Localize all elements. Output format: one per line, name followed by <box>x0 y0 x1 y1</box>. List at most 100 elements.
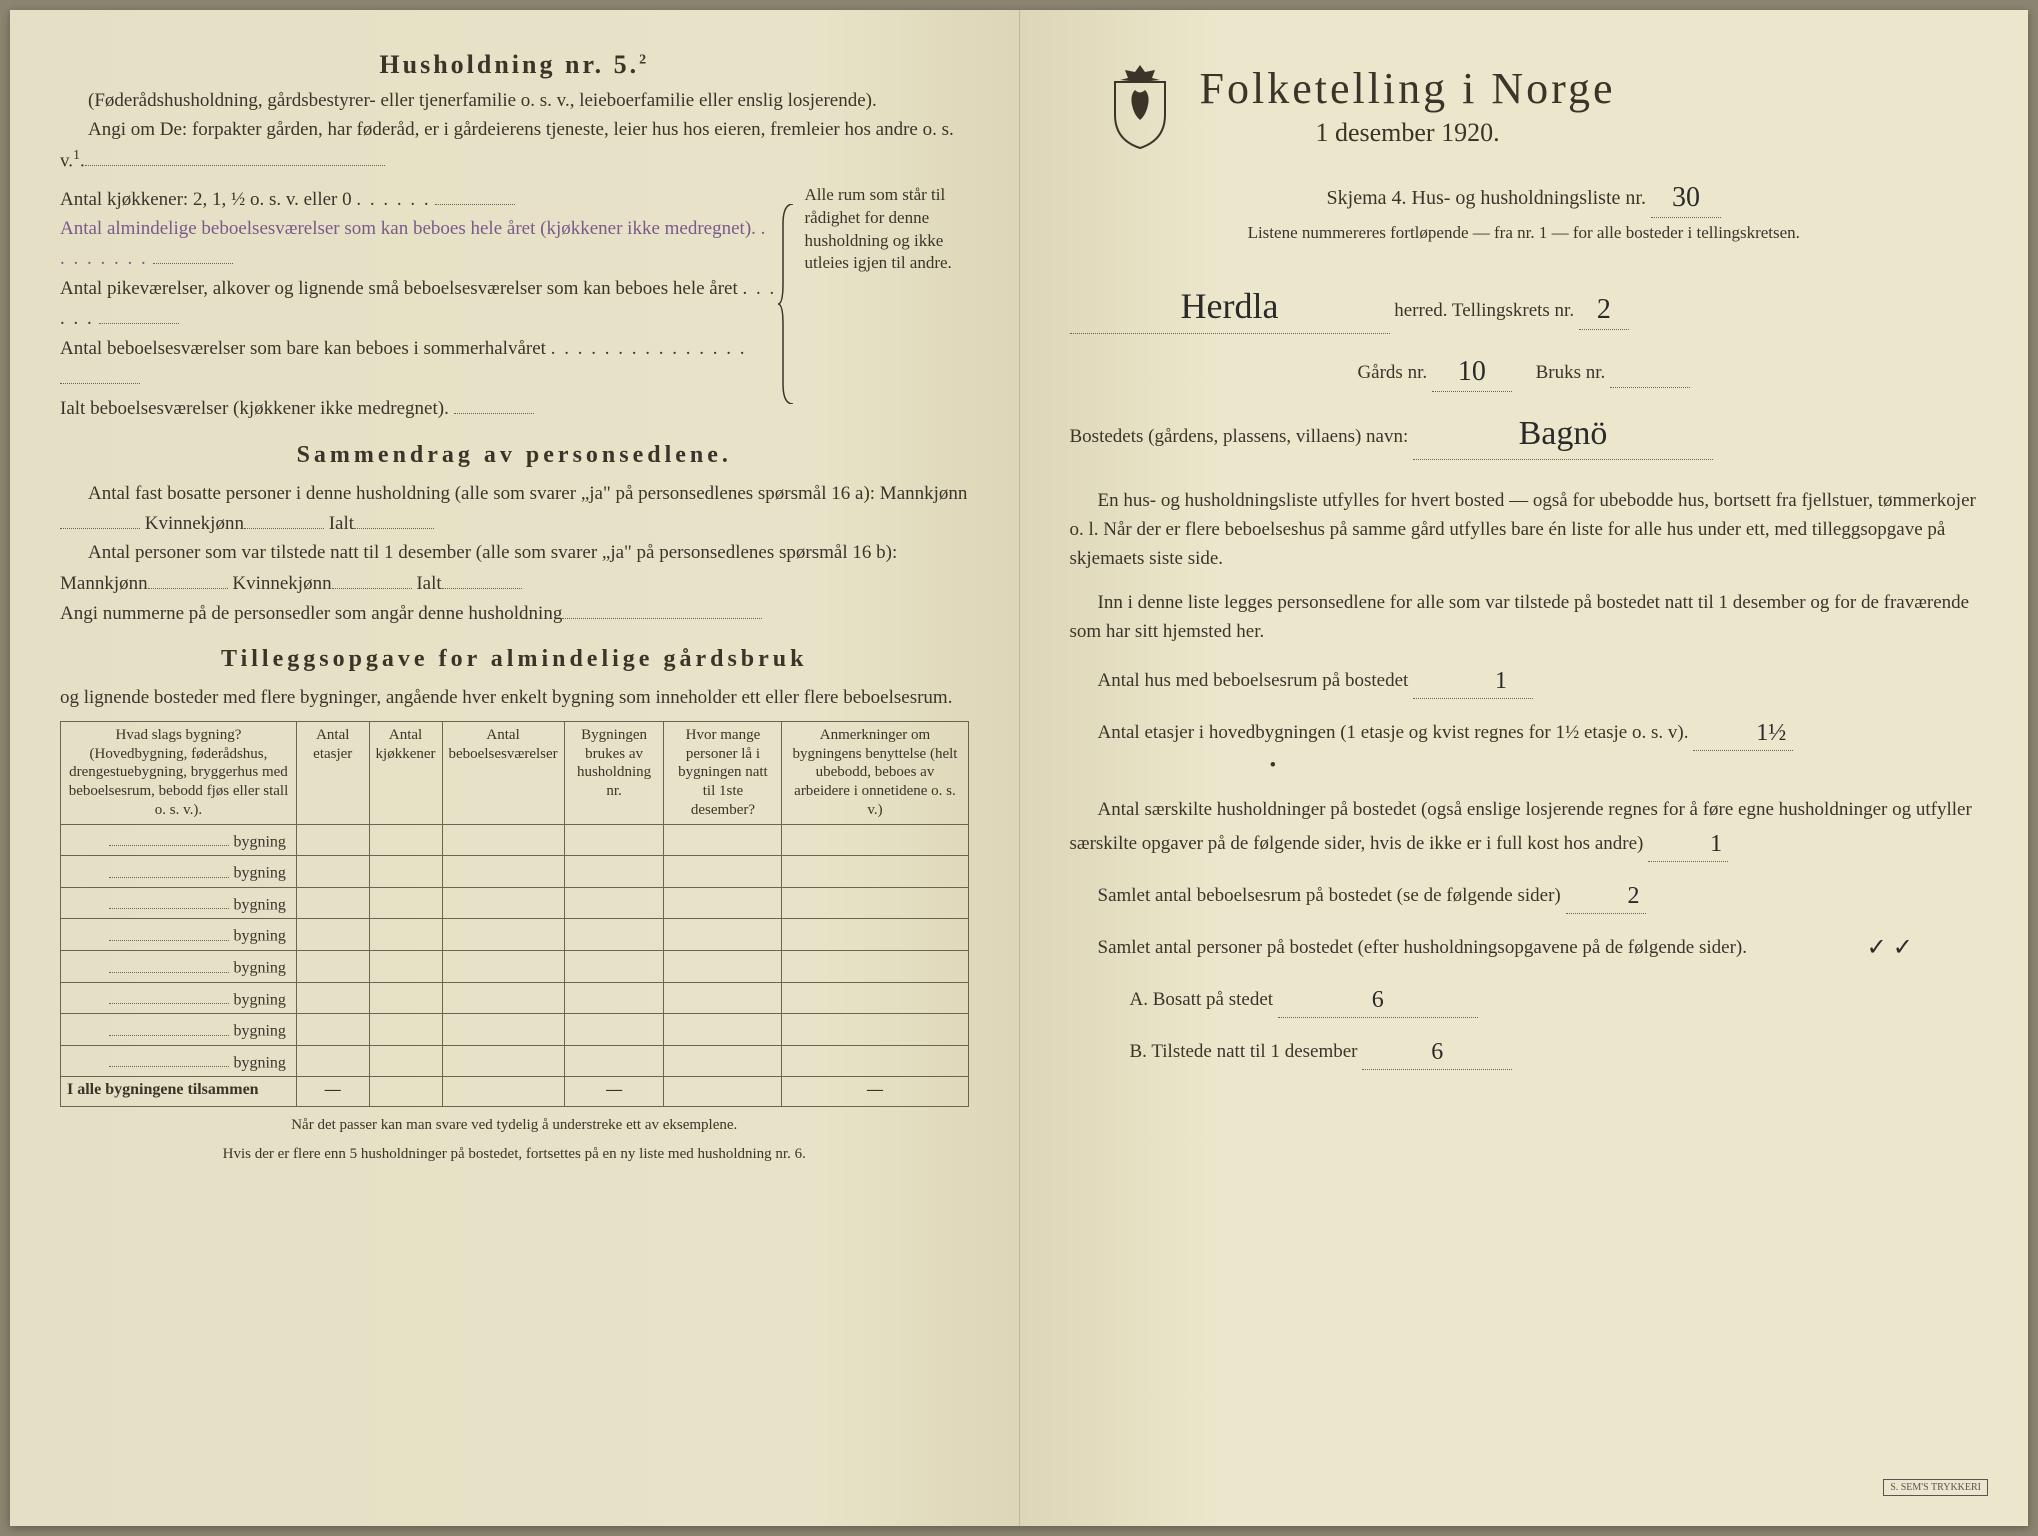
table-total-row: I alle bygningene tilsammen——— <box>61 1077 969 1107</box>
rooms-block: Antal kjøkkener: 2, 1, ½ o. s. v. eller … <box>60 184 969 424</box>
q1-field: 1 <box>1413 661 1533 699</box>
table-row: bygning <box>61 919 969 951</box>
q5-line: Samlet antal personer på bostedet (efter… <box>1070 928 1979 965</box>
total-label: I alle bygningene tilsammen <box>61 1077 297 1107</box>
household-heading: Husholdning nr. 5.2 <box>60 50 969 80</box>
skjema-label: Skjema 4. Hus- og husholdningsliste nr. <box>1327 187 1646 209</box>
sub-paren: (Føderådshusholdning, gårdsbestyrer- ell… <box>60 86 969 115</box>
room-row-2: Antal pikeværelser, alkover og lignende … <box>60 274 777 334</box>
footnote-2: Hvis der er flere enn 5 husholdninger på… <box>60 1144 969 1164</box>
q4-field: 2 <box>1566 876 1646 914</box>
building-table: Hvad slags bygning? (Hovedbygning, føder… <box>60 721 969 1108</box>
sammendrag-heading: Sammendrag av personsedlene. <box>60 442 969 469</box>
brace-caption: Alle rum som står til rådighet for denne… <box>799 184 969 424</box>
printer-stamp: S. SEM'S TRYKKERI <box>1883 1479 1988 1496</box>
dots: . . . . . . <box>356 189 430 210</box>
heading-sup: 2 <box>639 52 649 67</box>
qa-line: A. Bosatt på stedet 6 <box>1070 980 1979 1018</box>
bl-k2 <box>332 568 412 589</box>
th-1: Antal etasjer <box>296 721 369 824</box>
qb-field: 6 <box>1362 1032 1512 1070</box>
q2-value: 1½ <box>1728 715 1786 752</box>
tillegg-heading: Tilleggsopgave for almindelige gårdsbruk <box>60 646 969 673</box>
qb-label: B. Tilstede natt til 1 desember <box>1130 1041 1358 1062</box>
bl-i2 <box>442 568 522 589</box>
herred-line: Herdla herred. Tellingskrets nr. 2 <box>1070 277 1979 334</box>
blank-r1 <box>153 243 233 264</box>
th-3: Antal beboelsesværelser <box>442 721 564 824</box>
room-row-2-text: Antal pikeværelser, alkover og lignende … <box>60 278 738 299</box>
table-row: bygning <box>61 856 969 888</box>
th-5: Hvor mange personer lå i bygningen natt … <box>664 721 782 824</box>
brace-svg <box>778 204 798 404</box>
th-4: Bygningen brukes av husholdning nr. <box>564 721 664 824</box>
title-block: Folketelling i Norge 1 desember 1920. <box>1200 63 1616 148</box>
coat-of-arms-icon <box>1100 60 1180 150</box>
table-header-row: Hvad slags bygning? (Hovedbygning, føder… <box>61 721 969 824</box>
qb-value: 6 <box>1431 1034 1443 1071</box>
checks-value: ✓ ✓ <box>1839 930 1913 967</box>
krets-value: 2 <box>1597 288 1611 331</box>
q3-value: 1 <box>1682 826 1722 863</box>
gards-label: Gårds nr. <box>1357 362 1427 383</box>
q2-label: Antal etasjer i hovedbygningen (1 etasje… <box>1098 722 1689 743</box>
blank-r4 <box>454 393 534 414</box>
krets-field: 2 <box>1579 286 1629 330</box>
samm3: Angi nummerne på de personsedler som ang… <box>60 603 562 624</box>
q3-field: 1 <box>1648 824 1728 862</box>
q3-label: Antal særskilte husholdninger på bostede… <box>1070 799 1972 854</box>
q4-line: Samlet antal beboelsesrum på bostedet (s… <box>1070 876 1979 914</box>
q4-value: 2 <box>1600 878 1640 915</box>
q4-label: Samlet antal beboelsesrum på bostedet (s… <box>1098 885 1561 906</box>
sub-angi-sup: 1 <box>73 148 80 163</box>
listene-line: Listene nummereres fortløpende — fra nr.… <box>1070 220 1979 246</box>
blank-r2 <box>99 303 179 324</box>
bl-k1 <box>244 508 324 529</box>
room-row-3-text: Antal beboelsesværelser som bare kan beb… <box>60 338 546 359</box>
skjema-line: Skjema 4. Hus- og husholdningsliste nr. … <box>1070 174 1979 218</box>
room-row-1: Antal almindelige beboelsesværelser som … <box>60 214 777 274</box>
bosted-line: Bostedets (gårdens, plassens, villaens) … <box>1070 406 1979 460</box>
left-page: Husholdning nr. 5.2 (Føderådshusholdning… <box>10 10 1020 1526</box>
herred-value: Herdla <box>1181 279 1279 335</box>
bosted-label: Bostedets (gårdens, plassens, villaens) … <box>1070 426 1409 447</box>
tillegg-sub: og lignende bosteder med flere bygninger… <box>60 683 969 712</box>
samm2c: Ialt <box>416 573 441 594</box>
blank-kj <box>435 184 515 205</box>
q5-label: Samlet antal personer på bostedet (efter… <box>1098 937 1747 958</box>
bl-i1 <box>354 508 434 529</box>
herred-field: Herdla <box>1070 277 1390 334</box>
q3-line: Antal særskilte husholdninger på bostede… <box>1070 795 1979 863</box>
document-spread: Husholdning nr. 5.2 (Føderådshusholdning… <box>10 10 2028 1526</box>
kjokkener-label: Antal kjøkkener: 2, 1, ½ o. s. v. eller … <box>60 189 352 210</box>
samm1a: Antal fast bosatte personer i denne hush… <box>88 483 967 504</box>
rooms-left: Antal kjøkkener: 2, 1, ½ o. s. v. eller … <box>60 184 777 424</box>
bl-m2 <box>148 568 228 589</box>
q2-field: 1½ <box>1693 713 1793 751</box>
skjema-nr-value: 30 <box>1672 176 1700 219</box>
samm1c: Ialt <box>329 513 354 534</box>
q5-checks: ✓ ✓ <box>1752 928 1972 965</box>
gards-value: 10 <box>1458 350 1486 393</box>
bruks-field <box>1610 358 1690 388</box>
room-row-3: Antal beboelsesværelser som bare kan beb… <box>60 334 777 394</box>
para-2: Inn i denne liste legges personsedlene f… <box>1070 588 1979 647</box>
bl-num <box>562 598 762 619</box>
table-head: Hvad slags bygning? (Hovedbygning, føder… <box>61 721 969 824</box>
samm2b: Kvinnekjønn <box>232 573 331 594</box>
bruks-label: Bruks nr. <box>1536 362 1606 383</box>
samm-line-2: Antal personer som var tilstede natt til… <box>60 538 969 598</box>
bosted-field: Bagnö <box>1413 406 1713 460</box>
bl-m1 <box>60 508 140 529</box>
th-0: Hvad slags bygning? (Hovedbygning, føder… <box>61 721 297 824</box>
q1-line: Antal hus med beboelsesrum på bostedet 1 <box>1070 661 1979 699</box>
room-row-4: Ialt beboelsesværelser (kjøkkener ikke m… <box>60 393 777 423</box>
footnote-1: Når det passer kan man svare ved tydelig… <box>60 1115 969 1135</box>
table-body: bygning bygning bygning bygning bygning … <box>61 824 969 1107</box>
room-row-1-text: Antal almindelige beboelsesværelser som … <box>60 218 756 239</box>
samm-line-1: Antal fast bosatte personer i denne hush… <box>60 479 969 539</box>
table-row: bygning <box>61 824 969 856</box>
brace-graphic <box>777 184 799 424</box>
table-row: bygning <box>61 982 969 1014</box>
sub-angi: Angi om De: forpakter gården, har føderå… <box>60 115 969 175</box>
